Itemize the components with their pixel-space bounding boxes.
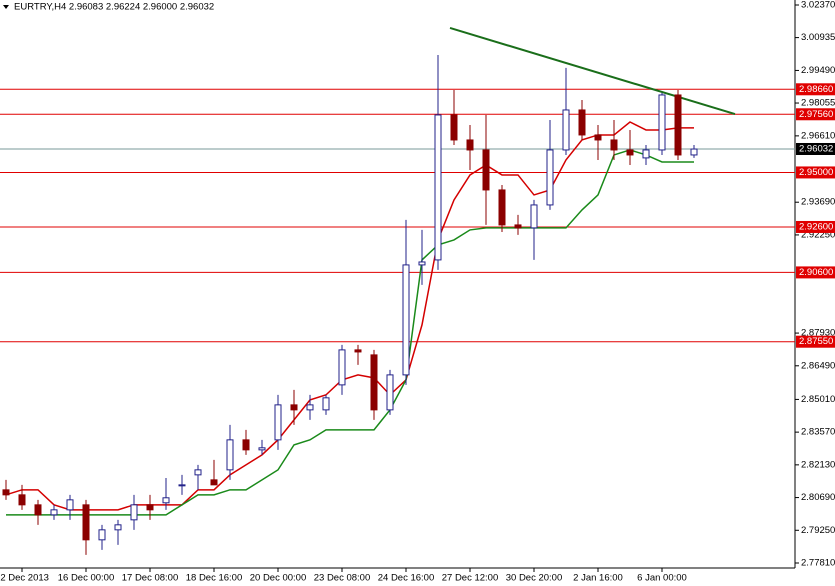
y-tick-label: 2.92250: [801, 229, 835, 240]
current-price-box: [796, 142, 835, 155]
candle-body: [370, 354, 378, 411]
y-tick-label: 2.96610: [801, 130, 835, 141]
candle-body: [418, 261, 426, 266]
current-price-label: 2.96032: [799, 144, 833, 155]
level-label: 2.87550: [799, 336, 833, 347]
y-tick-label: 2.79250: [801, 525, 835, 536]
chart-title: EURTRY,H4 2.96083 2.96224 2.96000 2.9603…: [14, 2, 214, 13]
candle-body: [50, 509, 58, 516]
candle-body: [450, 114, 458, 141]
level-label-box: [796, 335, 835, 348]
level-label-box: [796, 166, 835, 179]
y-tick-label: 3.00935: [801, 32, 835, 43]
x-tick-label: 6 Jan 00:00: [637, 573, 687, 584]
candle-body: [626, 149, 634, 156]
y-tick-label: 2.87930: [801, 328, 835, 339]
y-tick-label: 2.83570: [801, 427, 835, 438]
candle-body: [354, 349, 362, 353]
candle-body: [594, 134, 602, 141]
candle-body: [290, 404, 298, 411]
candle-body: [242, 439, 250, 451]
candle-body: [34, 504, 42, 516]
x-tick-label: 12 Dec 2013: [0, 573, 49, 584]
candle-body: [674, 94, 682, 156]
trendline: [449, 26, 736, 116]
candle-body: [162, 497, 170, 504]
menu-arrow[interactable]: [3, 5, 9, 9]
candle-body: [690, 148, 698, 156]
candle-body: [66, 499, 74, 511]
level-label: 2.98660: [799, 84, 833, 95]
level-label: 2.95000: [799, 167, 833, 178]
candle-body: [482, 149, 490, 191]
y-tick-label: 2.77810: [801, 558, 835, 569]
y-tick-label: 2.85010: [801, 394, 835, 405]
candle-body: [546, 149, 554, 206]
candle-body: [226, 439, 234, 471]
candle-body: [498, 189, 506, 226]
y-tick-label: 2.86490: [801, 360, 835, 371]
indicator-line: [6, 149, 694, 516]
candle-body: [178, 484, 186, 487]
candle-body: [210, 479, 218, 486]
candle-body: [386, 374, 394, 411]
level-label: 2.90600: [799, 267, 833, 278]
candle-body: [610, 139, 618, 151]
candle-body: [258, 447, 266, 451]
x-tick-label: 30 Dec 20:00: [506, 573, 563, 584]
x-tick-label: 27 Dec 12:00: [442, 573, 499, 584]
level-label-box: [796, 108, 835, 121]
level-label: 2.92600: [799, 221, 833, 232]
candle-body: [82, 504, 90, 541]
candle-body: [98, 529, 106, 541]
candle-body: [402, 264, 410, 376]
candle-body: [562, 109, 570, 151]
candle-body: [18, 494, 26, 506]
candle-body: [114, 524, 122, 531]
x-tick-label: 23 Dec 08:00: [314, 573, 371, 584]
candle-body: [578, 109, 586, 136]
candle-body: [658, 94, 666, 151]
x-tick-label: 18 Dec 16:00: [186, 573, 243, 584]
level-label-box: [796, 83, 835, 96]
candle-body: [2, 489, 10, 496]
candle-body: [530, 204, 538, 229]
y-tick-label: 2.98055: [801, 98, 835, 109]
y-tick-label: 2.93690: [801, 197, 835, 208]
x-tick-label: 17 Dec 08:00: [122, 573, 179, 584]
candle-body: [306, 404, 314, 411]
x-tick-label: 2 Jan 16:00: [573, 573, 623, 584]
candle-body: [274, 404, 282, 441]
y-tick-label: 2.80690: [801, 492, 835, 503]
level-label-box: [796, 266, 835, 279]
candle-body: [146, 504, 154, 511]
y-tick-label: 2.82130: [801, 459, 835, 470]
candle-body: [194, 469, 202, 476]
level-label-box: [796, 220, 835, 233]
x-tick-label: 16 Dec 00:00: [58, 573, 115, 584]
x-tick-label: 20 Dec 00:00: [250, 573, 307, 584]
x-tick-label: 24 Dec 16:00: [378, 573, 435, 584]
y-tick-label: 2.99490: [801, 65, 835, 76]
indicator-line: [5, 121, 694, 511]
y-tick-label: 3.02370: [801, 0, 835, 11]
candle-body: [338, 349, 346, 386]
candle-body: [466, 139, 474, 151]
candle-body: [514, 224, 522, 229]
candle-body: [642, 149, 650, 159]
candle-body: [130, 504, 138, 521]
level-label: 2.97560: [799, 109, 833, 120]
candle-body: [322, 397, 330, 411]
candle-body: [434, 114, 442, 261]
